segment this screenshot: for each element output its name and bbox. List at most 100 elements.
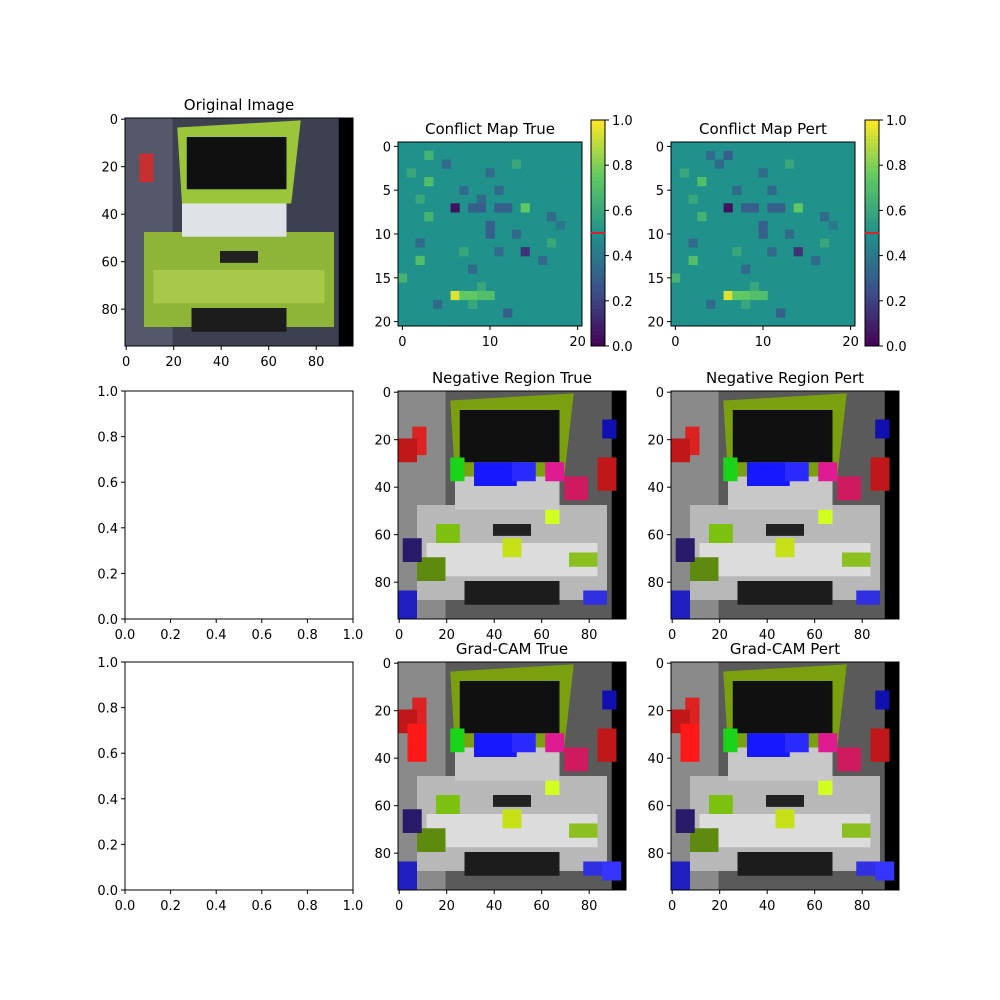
colorbar-tick-label: 0.4 (612, 250, 633, 265)
heatmap-cell (538, 308, 548, 318)
heatmap-cell (398, 317, 408, 327)
heatmap-cell (732, 264, 742, 274)
heatmap-cell (688, 299, 698, 309)
heatmap-cell (468, 282, 478, 292)
heatmap-cell (741, 264, 751, 274)
heatmap-cell (398, 142, 408, 152)
heatmap-cell (476, 150, 487, 160)
heatmap-cell (776, 229, 786, 239)
heatmap-cell (555, 264, 565, 274)
heatmap-cell (767, 168, 777, 178)
x-tick-label: 0.4 (206, 628, 227, 643)
heatmap-cell (732, 282, 742, 292)
heatmap-cell (828, 282, 838, 292)
heatmap-cell (485, 282, 495, 292)
heatmap-cell (459, 290, 469, 301)
heatmap-cell (828, 264, 838, 274)
heatmap-cell (485, 185, 495, 195)
heatmap-cell (732, 142, 742, 152)
heatmap-cell (741, 203, 751, 213)
heatmap-cell (450, 194, 460, 204)
heatmap-cell (793, 238, 803, 248)
car-window (732, 681, 833, 734)
car-license-plate (220, 251, 258, 263)
heatmap-cell (811, 185, 821, 195)
heatmap-cell (846, 290, 856, 301)
x-tick-label: 80 (308, 355, 325, 370)
heatmap-cell (741, 142, 751, 152)
heatmap-cell (784, 159, 795, 169)
car-underbody (191, 308, 287, 332)
y-tick-label: 20 (101, 161, 118, 176)
heatmap-cell (706, 229, 716, 239)
heatmap-cell (784, 194, 795, 204)
heatmap-cell (546, 185, 557, 195)
x-tick-label: 20 (711, 899, 728, 914)
heatmap-cell (424, 142, 434, 152)
heatmap-cell (406, 264, 416, 274)
panel-conflict_pert: 0 10 20 0 5 10 15 20 Conflict Map Pert (647, 120, 858, 350)
heatmap-cell (555, 299, 565, 309)
heatmap-cell (529, 317, 539, 327)
image-overlay-region (709, 795, 733, 814)
colorbar-segment (865, 270, 879, 275)
heatmap-cell (424, 212, 434, 222)
y-tick-label: 0.4 (97, 522, 118, 537)
heatmap-cell (529, 142, 539, 152)
colorbar-segment (591, 184, 605, 189)
image-overlay-region (564, 476, 588, 501)
heatmap-cell (828, 317, 838, 327)
heatmap-cell (441, 142, 451, 152)
colorbar-segment (865, 240, 879, 245)
heatmap-cell (529, 159, 539, 169)
heatmap-cell (415, 150, 425, 160)
heatmap-cell (459, 308, 469, 318)
heatmap-cell (758, 177, 768, 187)
heatmap-cell (555, 177, 565, 187)
heatmap-cell (520, 255, 530, 266)
heatmap-cell (476, 247, 487, 257)
heatmap-cell (476, 177, 487, 187)
heatmap-cell (741, 229, 751, 239)
heatmap-cell (503, 168, 513, 178)
heatmap-cell (706, 150, 716, 160)
heatmap-cell (697, 212, 707, 222)
heatmap-cell (450, 229, 460, 239)
heatmap-cell (459, 159, 469, 169)
heatmap-cell (459, 247, 469, 257)
heatmap-cell (837, 317, 847, 327)
y-tick-label: 5 (383, 184, 391, 199)
heatmap-cell (688, 229, 698, 239)
x-tick-label: 60 (806, 899, 823, 914)
heatmap-cell (459, 273, 469, 283)
image-overlay-region (818, 780, 833, 795)
heatmap-cell (671, 168, 681, 178)
colorbar-segment (591, 135, 605, 140)
heatmap-cell (538, 282, 548, 292)
colorbar-segment (591, 297, 605, 302)
heatmap-cell (802, 177, 812, 187)
heatmap-cell (776, 220, 786, 231)
heatmap-cell (802, 308, 812, 318)
car-window (459, 681, 560, 734)
image-overlay-region (450, 728, 465, 753)
image-overlay-region (583, 861, 607, 876)
heatmap-cell (485, 273, 495, 283)
heatmap-cell (741, 273, 751, 283)
heatmap-cell (468, 290, 478, 301)
image-overlay-region (502, 809, 522, 829)
colorbar-segment (865, 236, 879, 242)
x-tick-label: 80 (581, 628, 598, 643)
heatmap-cell (802, 220, 812, 231)
y-tick-label: 40 (647, 481, 664, 496)
x-tick-label: 0 (668, 899, 676, 914)
x-tick-label: 80 (581, 899, 598, 914)
colorbar-segment (591, 251, 605, 257)
heatmap-cell (520, 247, 530, 257)
heatmap-cell (555, 142, 565, 152)
x-tick-label: 80 (854, 899, 871, 914)
heatmap-cell (671, 264, 681, 274)
heatmap-cell (846, 317, 856, 327)
heatmap-cell (741, 150, 751, 160)
heatmap-cell (494, 264, 504, 274)
